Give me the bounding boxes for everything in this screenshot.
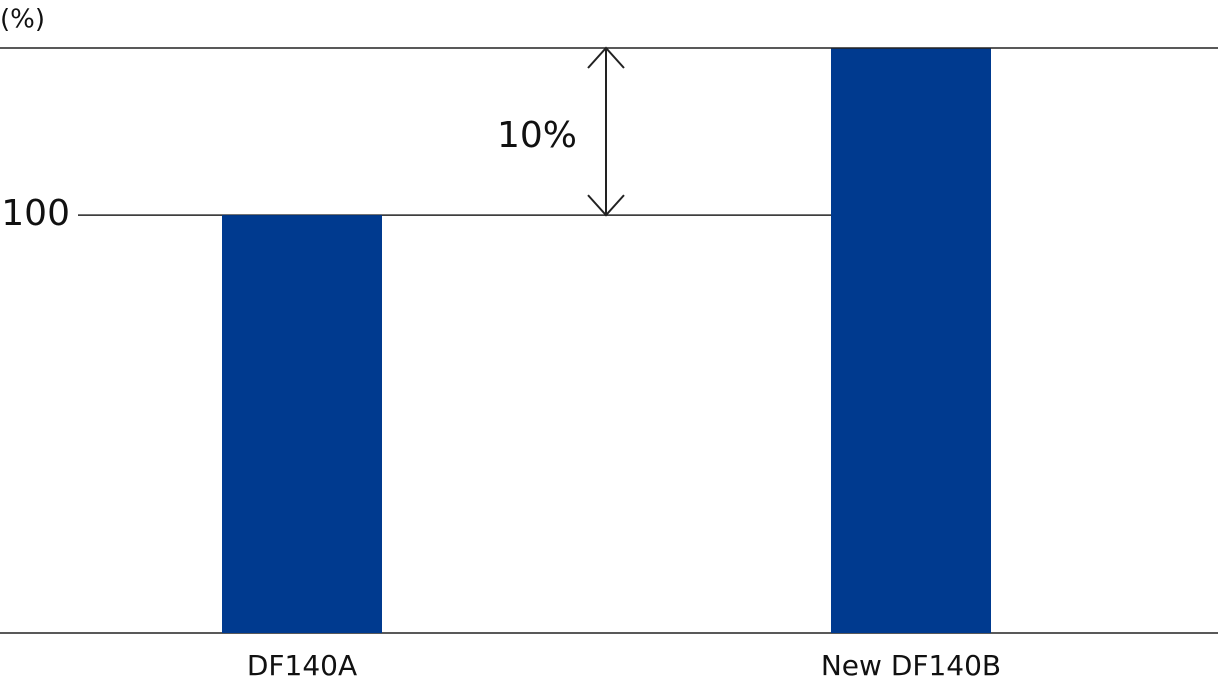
bar bbox=[222, 215, 382, 633]
x-tick-label: DF140A bbox=[247, 649, 357, 682]
x-tick-label: New DF140B bbox=[821, 649, 1001, 682]
difference-annotation: 10% bbox=[497, 115, 577, 156]
difference-arrow bbox=[587, 46, 625, 217]
y-axis-unit: (%) bbox=[0, 5, 45, 35]
y-tick-label: 100 bbox=[1, 193, 70, 234]
bar bbox=[831, 48, 991, 633]
